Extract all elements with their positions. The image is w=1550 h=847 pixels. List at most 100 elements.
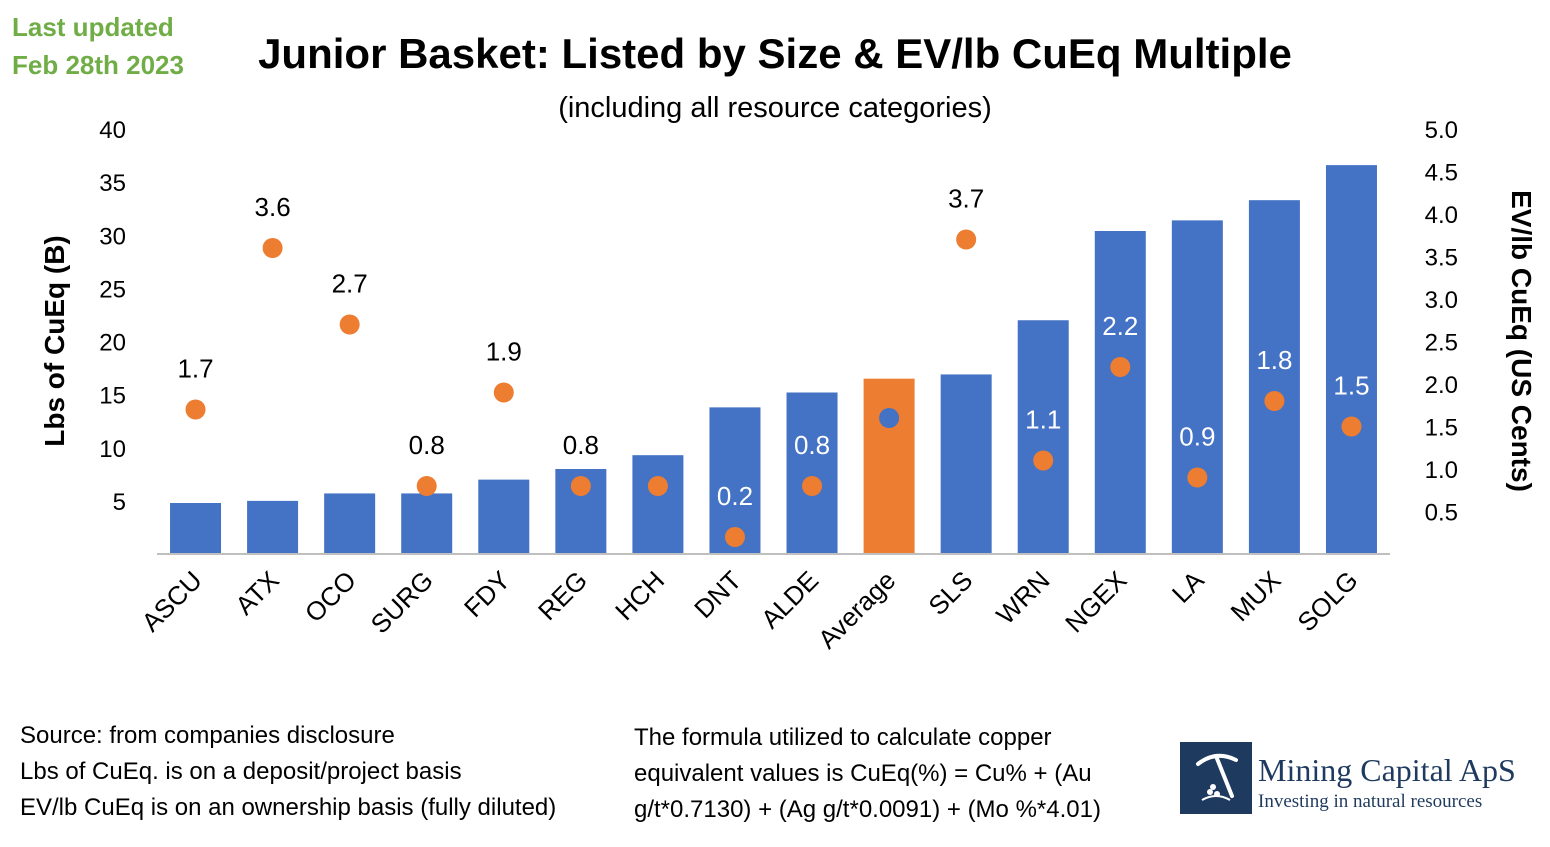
data-label-atx: 3.6 xyxy=(255,192,291,222)
logo-name: Mining Capital ApS xyxy=(1258,752,1516,788)
left-tick-label: 25 xyxy=(99,276,126,303)
data-label-oco: 2.7 xyxy=(332,269,368,299)
category-label-la: LA xyxy=(1166,565,1210,609)
category-label-mux: MUX xyxy=(1225,565,1287,627)
dot-hch xyxy=(647,476,668,496)
last-updated-line1: Last updated xyxy=(12,12,174,42)
pickaxe-icon xyxy=(1196,753,1238,801)
category-label-oco: OCO xyxy=(299,565,362,628)
data-label-sls: 3.7 xyxy=(948,184,984,214)
dot-alde xyxy=(802,476,823,496)
left-axis-ticks: 5 10 15 20 25 30 35 40 xyxy=(99,117,126,516)
bar-ascu xyxy=(170,503,222,554)
right-tick-label: 1.5 xyxy=(1425,415,1458,442)
category-label-alde: ALDE xyxy=(755,565,824,634)
last-updated-date: Feb 28th 2023 xyxy=(12,50,184,80)
category-label-average: Average xyxy=(812,565,901,654)
right-tick-label: 0.5 xyxy=(1425,500,1458,527)
data-label-mux: 1.8 xyxy=(1256,345,1292,375)
data-label-alde: 0.8 xyxy=(794,430,830,460)
data-label-ngex: 2.2 xyxy=(1102,311,1138,341)
bar-sls xyxy=(940,374,992,554)
note-line: Lbs of CuEq. is on a deposit/project bas… xyxy=(20,758,462,785)
bar-la xyxy=(1171,220,1223,554)
right-axis-title: EV/lb CuEq (US Cents) xyxy=(1506,190,1537,492)
right-tick-label: 4.0 xyxy=(1425,202,1458,229)
category-label-solg: SOLG xyxy=(1291,565,1363,637)
dot-surg xyxy=(416,476,437,496)
dot-series xyxy=(185,229,1362,547)
dot-average xyxy=(879,408,900,428)
bar-average xyxy=(863,378,915,554)
left-tick-label: 5 xyxy=(113,489,126,516)
chart-subtitle: (including all resource categories) xyxy=(558,92,992,124)
right-tick-label: 3.0 xyxy=(1425,287,1458,314)
combo-chart: 5 10 15 20 25 30 35 40 0.5 1.0 1.5 2.0 2.5 3.0 3.5 4.0… xyxy=(39,117,1537,655)
formula-notes: The formula utilized to calculate copper… xyxy=(634,720,1164,828)
dot-mux xyxy=(1264,391,1285,411)
bar-solg xyxy=(1325,165,1377,554)
dot-la xyxy=(1187,467,1208,488)
dot-sls xyxy=(956,229,977,250)
left-tick-label: 15 xyxy=(99,383,126,410)
dot-oco xyxy=(339,314,360,335)
data-label-la: 0.9 xyxy=(1179,422,1215,452)
bar-series xyxy=(170,165,1377,554)
dot-dnt xyxy=(724,527,745,547)
dot-ngex xyxy=(1110,357,1131,377)
data-label-dnt: 0.2 xyxy=(717,481,753,511)
data-label-wrn: 1.1 xyxy=(1025,405,1061,435)
data-label-fdy: 1.9 xyxy=(486,337,522,367)
logo-tagline: Investing in natural resources xyxy=(1258,791,1483,812)
category-label-ngex: NGEX xyxy=(1059,565,1132,638)
left-tick-label: 40 xyxy=(99,117,126,144)
category-label-sls: SLS xyxy=(922,565,978,621)
left-axis-title: Lbs of CuEq (B) xyxy=(39,235,70,447)
left-tick-label: 30 xyxy=(99,223,126,250)
right-tick-label: 4.5 xyxy=(1425,160,1458,187)
bar-fdy xyxy=(478,479,530,554)
left-tick-label: 20 xyxy=(99,330,126,357)
category-label-ascu: ASCU xyxy=(135,565,207,637)
chart-title: Junior Basket: Listed by Size & EV/lb Cu… xyxy=(258,30,1292,77)
dot-fdy xyxy=(493,382,514,403)
dot-wrn xyxy=(1033,450,1054,471)
category-label-surg: SURG xyxy=(365,565,439,639)
category-label-dnt: DNT xyxy=(688,565,747,624)
category-label-atx: ATX xyxy=(229,565,285,621)
category-label-fdy: FDY xyxy=(458,565,516,623)
data-label-hch: 0.8 xyxy=(640,430,676,460)
bar-oco xyxy=(324,493,376,554)
dot-ascu xyxy=(185,399,206,420)
dot-data-labels: 1.7 3.6 2.7 0.8 1.9 0.8 0.8 0.2 0.8 1.6 3.7 1.1 2.2 0… xyxy=(177,184,1369,512)
bar-wrn xyxy=(1017,320,1069,554)
data-label-ascu: 1.7 xyxy=(177,354,213,384)
dot-reg xyxy=(570,476,591,496)
right-tick-label: 2.5 xyxy=(1425,330,1458,357)
dot-solg xyxy=(1341,416,1362,437)
formula-line: The formula utilized to calculate copper xyxy=(634,724,1052,751)
bar-alde xyxy=(786,392,838,554)
bar-ngex xyxy=(1094,231,1146,554)
note-line: EV/lb CuEq is on an ownership basis (ful… xyxy=(20,794,557,821)
right-tick-label: 2.0 xyxy=(1425,372,1458,399)
left-tick-label: 10 xyxy=(99,436,126,463)
bar-hch xyxy=(632,455,684,554)
category-label-wrn: WRN xyxy=(990,565,1055,630)
right-axis-ticks: 0.5 1.0 1.5 2.0 2.5 3.0 3.5 4.0 4.5 5.0 xyxy=(1425,117,1458,527)
dot-atx xyxy=(262,238,283,258)
bar-surg xyxy=(401,493,453,554)
right-tick-label: 1.0 xyxy=(1425,457,1458,484)
data-label-solg: 1.5 xyxy=(1333,371,1369,401)
last-updated: Last updated Feb 28th 2023 xyxy=(12,8,184,84)
right-tick-label: 5.0 xyxy=(1425,117,1458,144)
source-notes: Source: from companies disclosure Lbs of… xyxy=(20,718,556,826)
category-label-reg: REG xyxy=(532,565,593,626)
bar-atx xyxy=(247,500,299,554)
logo-mark xyxy=(1180,742,1252,814)
formula-line: equivalent values is CuEq(%) = Cu% + (Au xyxy=(634,760,1092,787)
data-label-average: 1.6 xyxy=(871,329,907,359)
category-label-hch: HCH xyxy=(609,565,670,626)
data-label-surg: 0.8 xyxy=(409,430,445,460)
